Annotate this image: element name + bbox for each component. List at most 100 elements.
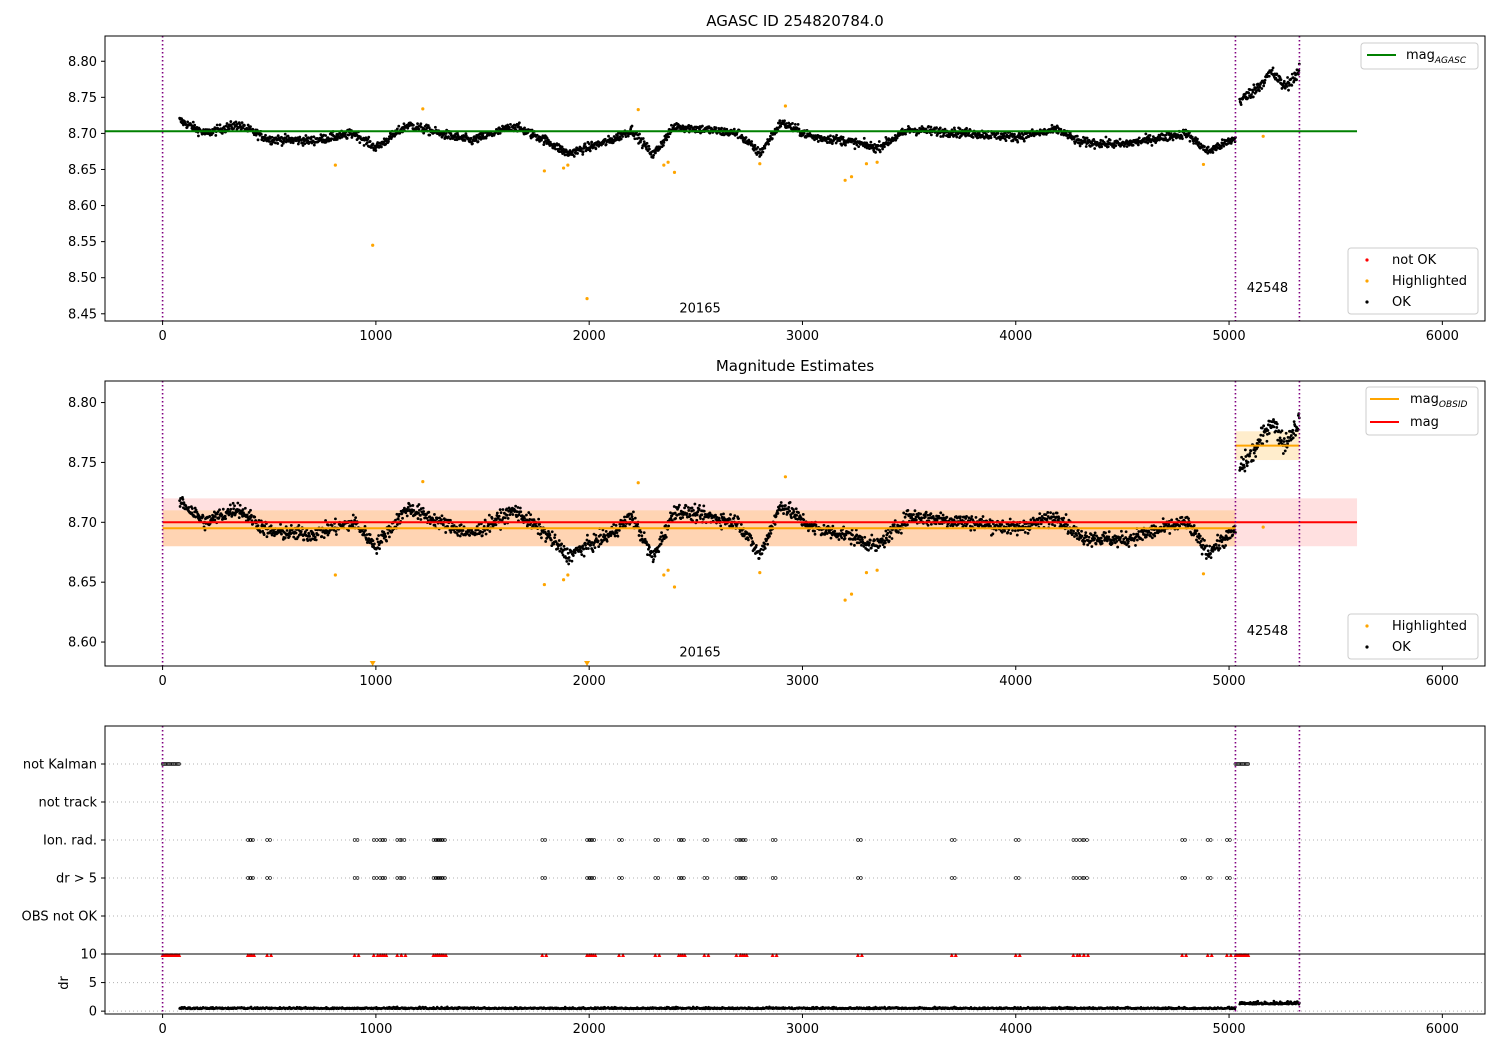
data-point (394, 518, 397, 522)
y-tick-label: 8.80 (68, 55, 97, 70)
data-point (732, 516, 736, 520)
data-point (737, 517, 740, 521)
data-point (387, 140, 390, 143)
data-point (581, 544, 585, 548)
data-point (417, 127, 421, 131)
data-point (1150, 143, 1154, 147)
data-point (906, 523, 909, 527)
data-point (544, 540, 548, 543)
clipped-marker (584, 661, 591, 666)
data-point (497, 514, 501, 518)
data-point (756, 146, 760, 149)
data-point (406, 126, 410, 130)
data-point (970, 515, 974, 518)
data-point (1093, 531, 1097, 535)
data-point (243, 506, 247, 510)
data-point (253, 515, 257, 519)
data-point (571, 554, 575, 557)
flag-point (1014, 838, 1018, 842)
data-point (670, 123, 673, 127)
legend-ok: OK (1392, 640, 1411, 655)
data-point (1252, 451, 1256, 455)
data-point (1168, 532, 1172, 535)
data-point (604, 529, 608, 533)
data-point (790, 516, 793, 520)
data-point (397, 124, 401, 128)
data-point (594, 147, 598, 151)
data-point (1254, 455, 1258, 458)
data-point (1015, 533, 1019, 537)
data-point (461, 529, 465, 532)
data-point (1114, 144, 1118, 148)
data-point (867, 548, 870, 552)
data-point (1246, 96, 1250, 100)
data-point (474, 137, 478, 141)
data-point (567, 562, 571, 566)
data-point (603, 137, 607, 141)
x-tick-label: 4000 (999, 329, 1032, 344)
data-point (844, 143, 847, 147)
data-point (1066, 530, 1070, 533)
data-point (312, 143, 316, 147)
data-point (1075, 534, 1079, 537)
data-point (380, 540, 384, 544)
data-point (340, 135, 344, 139)
data-point (782, 512, 785, 515)
data-point (1144, 132, 1148, 136)
data-point (903, 515, 907, 519)
highlighted-point (758, 162, 762, 166)
data-point (1279, 78, 1283, 82)
data-point (364, 136, 368, 140)
data-point (240, 121, 244, 125)
data-point (624, 135, 628, 138)
data-point (965, 126, 968, 130)
data-point (1278, 436, 1282, 440)
data-point (731, 524, 735, 528)
data-point (345, 136, 349, 140)
data-point (1099, 536, 1103, 540)
data-point (729, 513, 732, 516)
data-point (1093, 147, 1097, 150)
data-point (562, 544, 566, 548)
data-point (412, 509, 416, 512)
data-point (422, 510, 426, 513)
data-point (746, 538, 750, 542)
data-point (1222, 144, 1226, 148)
data-point (754, 543, 758, 547)
data-point (1294, 433, 1297, 437)
data-point (971, 135, 975, 139)
highlighted-point (636, 107, 640, 112)
data-point (1280, 429, 1284, 433)
data-point (215, 123, 219, 127)
data-point (795, 514, 799, 517)
data-point (1141, 538, 1144, 542)
data-point (599, 533, 602, 537)
y-tick-label: 8.60 (68, 636, 97, 651)
data-point (421, 506, 425, 510)
data-point (223, 514, 227, 518)
data-point (554, 147, 557, 151)
data-point (652, 558, 655, 561)
highlighted-point (783, 475, 788, 479)
data-point (939, 511, 943, 515)
data-point (368, 139, 372, 143)
data-point (1163, 530, 1166, 533)
data-point (1286, 76, 1289, 79)
data-point (814, 523, 818, 527)
data-point (700, 513, 704, 517)
y-tick-label: 8.60 (68, 199, 97, 214)
data-point (245, 513, 249, 517)
data-point (582, 554, 586, 558)
obs-label-42548: 42548 (1247, 624, 1288, 639)
data-point (883, 541, 887, 545)
data-point (618, 135, 622, 139)
data-point (560, 145, 564, 149)
data-point (550, 530, 554, 534)
data-point (487, 523, 491, 526)
data-point (1281, 452, 1285, 455)
data-point (1008, 517, 1012, 521)
highlighted-point (875, 160, 879, 164)
agasc-legend-lower: not OK Highlighted OK (1347, 247, 1479, 315)
data-point (1022, 139, 1026, 143)
data-point (249, 125, 252, 129)
